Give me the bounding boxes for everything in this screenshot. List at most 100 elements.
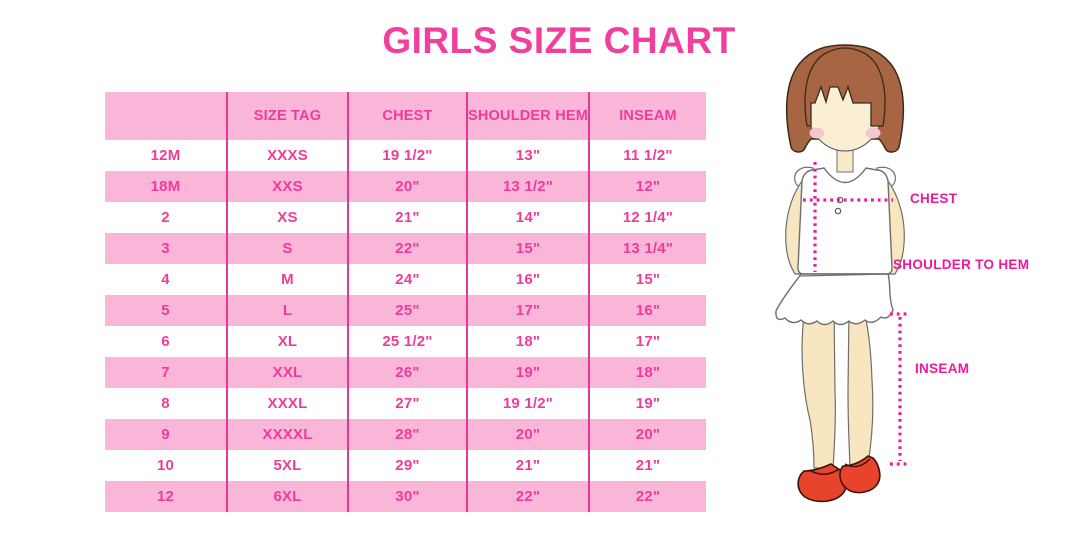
table-cell: 12 1/4" [588,202,706,233]
shoe-right-opening [844,458,871,468]
table-cell: 20" [588,419,706,450]
table-cell: 12" [588,171,706,202]
inseam-label: INSEAM [915,361,970,376]
table-cell: 27" [347,388,466,419]
table-cell: 3 [161,240,170,257]
hair-bangs [804,47,886,127]
header-cell-blank [105,92,226,140]
table-header-row: SIZE TAG CHEST SHOULDER HEM INSEAM [105,92,706,140]
table-cell: 10 [156,457,175,474]
table-cell: 22" [466,481,588,512]
table-cell: 26" [347,357,466,388]
table-cell: 29" [347,450,466,481]
table-cell: 13" [466,140,588,171]
table-cell: 16" [588,295,706,326]
table-cell: 5XL [226,450,347,481]
table-cell: XL [226,326,347,357]
table-row: 10 5XL 29" 21" 21" [105,450,706,481]
table-cell: 22" [588,481,706,512]
table-cell: 28" [347,419,466,450]
skirt [775,273,894,326]
table-cell: 20" [347,171,466,202]
table-cell: 9 [161,426,170,443]
waist-seam-line [798,273,891,277]
table-cell: 8 [161,395,170,412]
shoe-right [839,455,881,494]
table-cell: XXS [226,171,347,202]
table-cell: M [226,264,347,295]
table-row: 2 XS 21" 14" 12 1/4" [105,202,706,233]
table-cell: 21" [466,450,588,481]
header-cell-size-tag: SIZE TAG [226,92,347,140]
girl-figure [775,44,905,503]
header-cell-inseam: INSEAM [588,92,706,140]
table-cell: 24" [347,264,466,295]
table-row: 12 6XL 30" 22" 22" [105,481,706,512]
table-cell: XS [226,202,347,233]
measurement-lines [803,162,909,466]
table-cell: XXXS [226,140,347,171]
table-cell: 12M [150,147,181,164]
table-cell: 22" [347,233,466,264]
table-row: 18M XXS 20" 13 1/2" 12" [105,171,706,202]
size-table-rows: 12M XXXS 19 1/2" 13" 11 1/2" 18M XXS 20" 13 1/2"… [105,140,706,512]
table-row: 7 XXL 26" 19" 18" [105,357,706,388]
leg-right [847,307,874,467]
table-row: 3 S 22" 15" 13 1/4" [105,233,706,264]
table-cell: 2 [161,209,170,226]
leg-left [801,307,836,469]
table-cell: 15" [588,264,706,295]
table-cell: 19" [466,357,588,388]
table-cell: 21" [347,202,466,233]
shoe-left-opening [808,468,840,475]
blush-left [809,127,825,139]
table-cell: 7 [161,364,170,381]
table-cell: 20" [466,419,588,450]
table-cell: 25" [347,295,466,326]
table-row: 8 XXXL 27" 19 1/2" 19" [105,388,706,419]
table-cell: 13 1/2" [466,171,588,202]
table-cell: 13 1/4" [588,233,706,264]
table-cell: 14" [466,202,588,233]
table-cell: XXXXL [226,419,347,450]
blush-right [865,127,881,139]
table-cell: 11 1/2" [588,140,706,171]
table-cell: 6XL [226,481,347,512]
table-cell: L [226,295,347,326]
table-cell: 12 [156,488,175,505]
table-cell: 16" [466,264,588,295]
header-cell-chest: CHEST [347,92,466,140]
size-table: SIZE TAG CHEST SHOULDER HEM INSEAM 12M XX… [105,92,706,512]
table-cell: 17" [588,326,706,357]
chest-label: CHEST [910,191,958,206]
table-cell: S [226,233,347,264]
table-cell: 5 [161,302,170,319]
table-row: 12M XXXS 19 1/2" 13" 11 1/2" [105,140,706,171]
table-row: 9 XXXXL 28" 20" 20" [105,419,706,450]
table-cell: 15" [466,233,588,264]
girl-measurement-illustration [775,44,909,503]
table-cell: 4 [161,271,170,288]
table-row: 6 XL 25 1/2" 18" 17" [105,326,706,357]
table-cell: XXXL [226,388,347,419]
button-bottom [834,207,842,215]
table-cell: 21" [588,450,706,481]
page-title: GIRLS SIZE CHART [382,20,736,61]
table-cell: 6 [161,333,170,350]
table-cell: 18" [588,357,706,388]
shoulder-to-hem-label: SHOULDER TO HEM [893,257,1030,272]
table-cell: 17" [466,295,588,326]
header-cell-shoulder-hem: SHOULDER HEM [466,92,588,140]
table-cell: 19 1/2" [347,140,466,171]
table-cell: 25 1/2" [347,326,466,357]
table-cell: 18" [466,326,588,357]
table-row: 4 M 24" 16" 15" [105,264,706,295]
top-garment [797,167,893,275]
table-cell: XXL [226,357,347,388]
table-cell: 19" [588,388,706,419]
table-cell: 30" [347,481,466,512]
table-row: 5 L 25" 17" 16" [105,295,706,326]
table-cell: 18M [150,178,181,195]
table-cell: 19 1/2" [466,388,588,419]
